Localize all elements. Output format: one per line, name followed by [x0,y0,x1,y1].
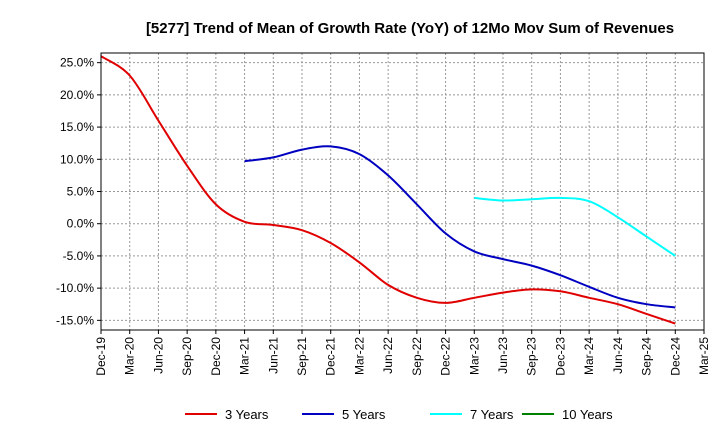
legend-label-10-years: 10 Years [562,407,613,422]
series-line-7-years [474,196,676,257]
x-tick-label: Dec-19 [94,337,108,376]
x-axis: Dec-19 Mar-20 Jun-20 Sep-20 Dec-20 Mar-21 Jun-… [94,330,711,376]
series-line-3-years [100,55,676,325]
x-tick-label: Dec-24 [668,337,682,376]
x-tick-label: Jun-20 [151,337,165,374]
grid-layer [100,53,705,330]
x-tick-label: Mar-23 [467,337,481,375]
x-tick-label: Jun-21 [266,337,280,374]
legend: 3 Years 5 Years 7 Years 10 Years [185,407,613,422]
y-tick-label: 25.0% [60,56,94,70]
series-line-5-years [244,145,676,309]
x-tick-label: Mar-20 [123,337,137,375]
x-tick-label: Dec-21 [324,337,338,376]
x-tick-label: Mar-21 [238,337,252,375]
x-tick-label: Dec-20 [209,337,223,376]
x-tick-label: Jun-23 [496,337,510,374]
y-tick-label: 20.0% [60,88,94,102]
x-tick-label: Jun-24 [611,337,625,374]
series-layer [100,55,676,325]
y-tick-label: 15.0% [60,120,94,134]
y-tick-label: 0.0% [67,217,95,231]
y-tick-label: -10.0% [56,281,94,295]
x-tick-label: Mar-22 [352,337,366,375]
y-axis: 25.0% 20.0% 15.0% 10.0% 5.0% 0.0% -5.0% -10.0% -… [56,56,101,327]
x-tick-label: Sep-21 [295,337,309,376]
y-tick-label: 10.0% [60,152,94,166]
x-tick-label: Mar-25 [697,337,711,375]
x-tick-label: Sep-22 [410,337,424,376]
x-tick-label: Dec-23 [553,337,567,376]
x-tick-label: Sep-24 [640,337,654,376]
x-tick-label: Mar-24 [582,337,596,375]
x-tick-label: Sep-23 [525,337,539,376]
legend-label-5-years: 5 Years [342,407,386,422]
x-tick-label: Sep-20 [180,337,194,376]
x-tick-label: Dec-22 [439,337,453,376]
legend-label-3-years: 3 Years [225,407,269,422]
y-tick-label: -5.0% [63,249,95,263]
chart-title: [5277] Trend of Mean of Growth Rate (YoY… [146,20,674,37]
x-tick-label: Jun-22 [381,337,395,374]
y-tick-label: -15.0% [56,313,94,327]
legend-label-7-years: 7 Years [470,407,514,422]
y-tick-label: 5.0% [67,185,95,199]
